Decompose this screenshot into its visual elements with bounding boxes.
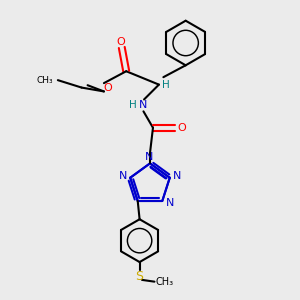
Text: O: O (177, 123, 186, 133)
Text: N: N (173, 171, 182, 181)
Text: N: N (145, 152, 154, 162)
Text: S: S (136, 270, 144, 284)
Text: CH₃: CH₃ (155, 277, 173, 287)
Text: N: N (166, 197, 174, 208)
Text: O: O (116, 37, 125, 47)
Text: H: H (129, 100, 136, 110)
Text: CH₃: CH₃ (37, 76, 53, 85)
Text: H: H (162, 80, 169, 90)
Text: O: O (103, 83, 112, 94)
Text: N: N (139, 100, 148, 110)
Text: N: N (118, 171, 127, 181)
